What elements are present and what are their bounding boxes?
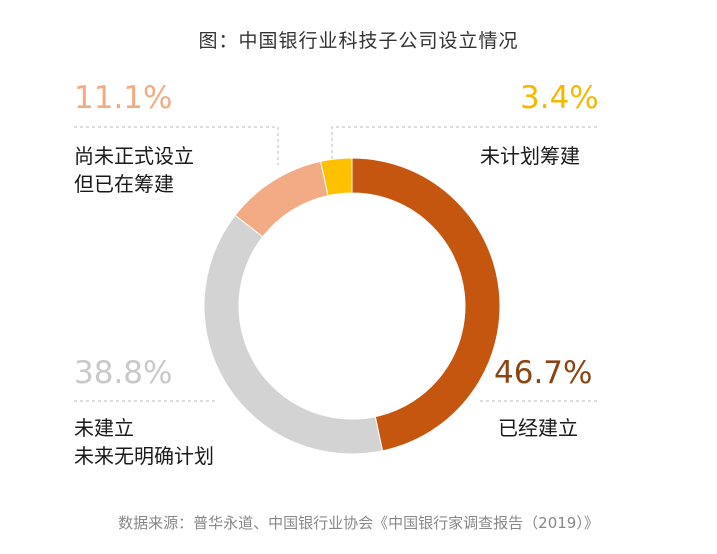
category-label-established: 已经建立: [498, 416, 578, 440]
category-label-not-established-line1: 未建立: [74, 416, 134, 440]
slice-planning: [234, 160, 329, 238]
value-label-established: 46.7%: [494, 355, 593, 391]
slice-not-established: [203, 214, 384, 455]
category-label-planning-line2: 但已在筹建: [74, 172, 174, 196]
leader-lines: [74, 126, 598, 402]
value-label-planning: 11.1%: [74, 80, 173, 116]
slice-no-plan: [320, 157, 353, 197]
data-source-note: 数据来源：普华永道、中国银行业协会《中国银行家调查报告（2019）》: [118, 514, 599, 532]
donut-slices: [203, 157, 501, 455]
chart-title: 图：中国银行业科技子公司设立情况: [198, 30, 519, 52]
category-label-planning-line1: 尚未正式设立: [74, 144, 194, 168]
value-label-not-established: 38.8%: [74, 355, 173, 391]
value-label-no-plan: 3.4%: [520, 80, 599, 116]
slice-established: [351, 157, 501, 452]
leader-line-planning: [74, 126, 279, 165]
category-label-not-established-line2: 未来无明确计划: [74, 444, 214, 468]
category-label-no-plan: 未计划筹建: [480, 144, 580, 168]
leader-line-no-plan: [331, 126, 598, 165]
